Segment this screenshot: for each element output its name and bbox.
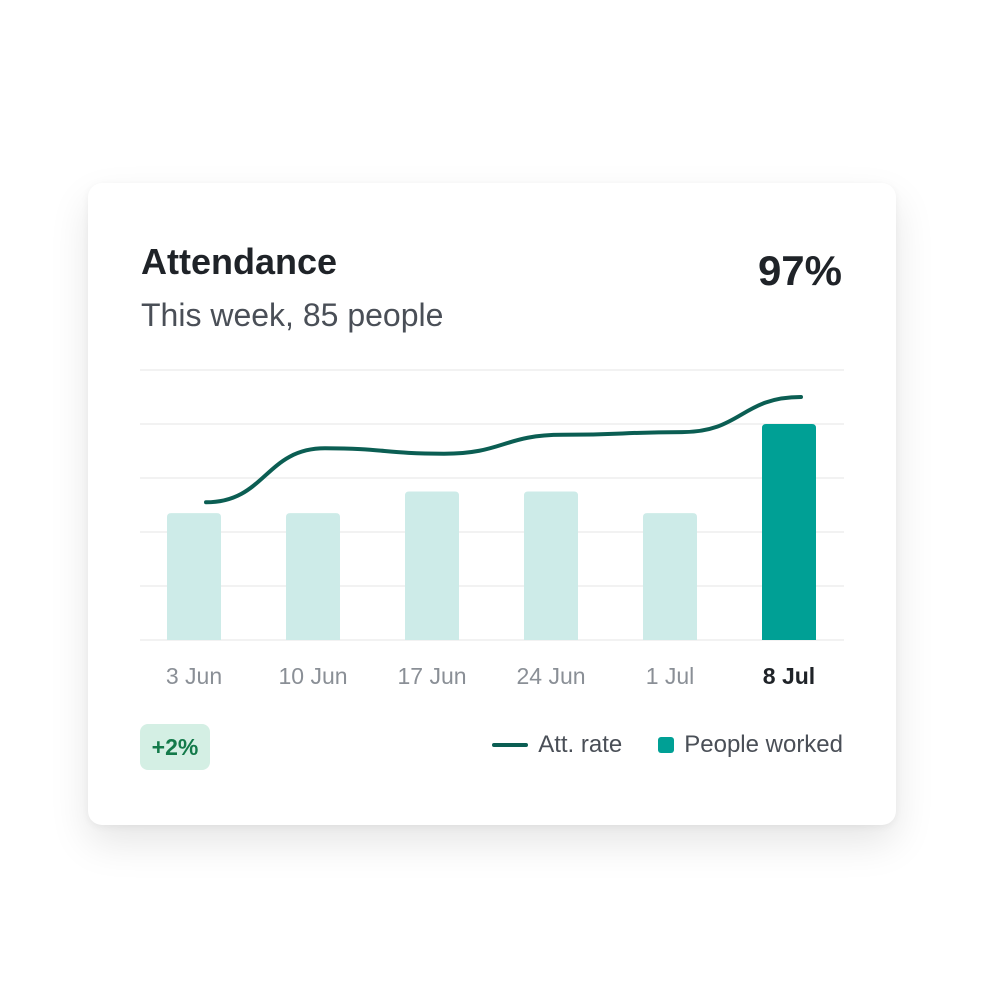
bar-10-jun (286, 513, 340, 640)
legend: Att. rate People worked (492, 731, 843, 759)
bar-17-jun (405, 491, 459, 640)
bar-1-jul (643, 513, 697, 640)
card-title: Attendance (141, 241, 338, 282)
attendance-value: 97% (757, 247, 842, 294)
attendance-card: Attendance This week, 85 people 97% 3 Ju… (88, 183, 896, 825)
square-swatch-icon (658, 737, 675, 753)
attendance-rate-line (204, 395, 803, 505)
bar-8-jul (762, 424, 816, 640)
change-badge: +2% (140, 724, 210, 770)
x-label-3-jun: 3 Jun (166, 663, 222, 689)
bar-24-jun (524, 491, 578, 640)
x-label-1-jul: 1 Jul (646, 663, 695, 689)
attendance-chart: 3 Jun 10 Jun 17 Jun 24 Jun 1 Jul 8 Jul (140, 369, 844, 689)
grid-lines (140, 369, 844, 641)
bars (167, 424, 816, 640)
legend-label-rate: Att. rate (538, 731, 623, 758)
legend-item-rate: Att. rate (492, 731, 622, 759)
x-label-10-jun: 10 Jun (278, 663, 347, 689)
x-label-17-jun: 17 Jun (397, 663, 466, 689)
card-subtitle: This week, 85 people (141, 297, 444, 333)
rate-line-group (204, 395, 803, 505)
x-axis-labels: 3 Jun 10 Jun 17 Jun 24 Jun 1 Jul 8 Jul (166, 663, 815, 689)
line-swatch-icon (492, 743, 529, 747)
x-label-24-jun: 24 Jun (516, 663, 585, 689)
bar-3-jun (167, 513, 221, 640)
legend-item-people: People worked (622, 731, 843, 759)
x-label-8-jul: 8 Jul (763, 663, 815, 689)
legend-label-people: People worked (684, 731, 843, 758)
